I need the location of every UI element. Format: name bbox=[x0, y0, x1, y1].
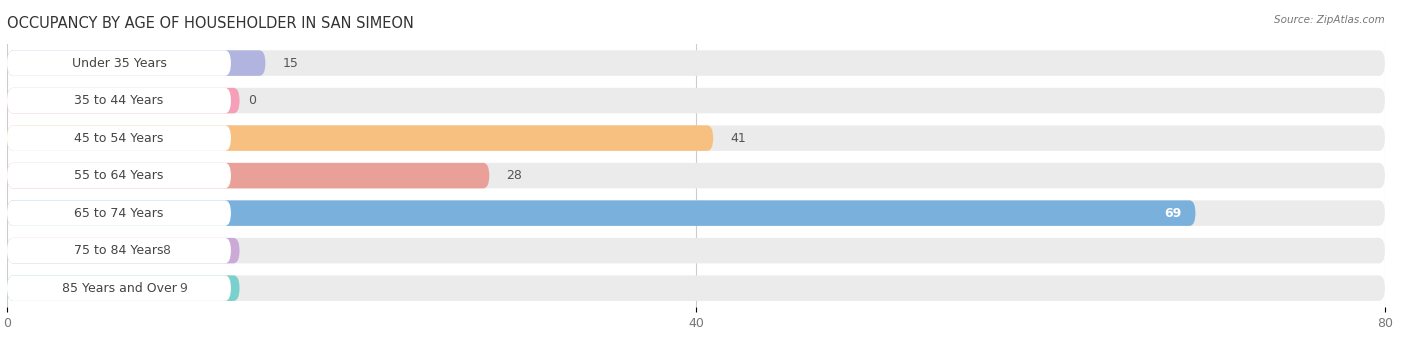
FancyBboxPatch shape bbox=[7, 276, 1385, 301]
FancyBboxPatch shape bbox=[7, 201, 1195, 226]
FancyBboxPatch shape bbox=[7, 163, 231, 188]
Text: 9: 9 bbox=[180, 282, 187, 295]
Text: 45 to 54 Years: 45 to 54 Years bbox=[75, 132, 163, 145]
Text: 28: 28 bbox=[506, 169, 523, 182]
FancyBboxPatch shape bbox=[7, 125, 713, 151]
Text: 8: 8 bbox=[162, 244, 170, 257]
FancyBboxPatch shape bbox=[7, 201, 231, 226]
Text: 15: 15 bbox=[283, 57, 298, 70]
FancyBboxPatch shape bbox=[7, 88, 239, 113]
FancyBboxPatch shape bbox=[7, 88, 1385, 113]
Text: 75 to 84 Years: 75 to 84 Years bbox=[75, 244, 163, 257]
Text: 69: 69 bbox=[1164, 207, 1181, 220]
Text: 41: 41 bbox=[731, 132, 747, 145]
FancyBboxPatch shape bbox=[7, 125, 1385, 151]
Text: 85 Years and Over: 85 Years and Over bbox=[62, 282, 176, 295]
FancyBboxPatch shape bbox=[7, 238, 239, 263]
Text: 0: 0 bbox=[249, 94, 256, 107]
FancyBboxPatch shape bbox=[7, 125, 231, 151]
FancyBboxPatch shape bbox=[7, 238, 231, 263]
Text: Under 35 Years: Under 35 Years bbox=[72, 57, 166, 70]
FancyBboxPatch shape bbox=[7, 276, 239, 301]
FancyBboxPatch shape bbox=[7, 201, 1385, 226]
FancyBboxPatch shape bbox=[7, 238, 1385, 263]
Text: 35 to 44 Years: 35 to 44 Years bbox=[75, 94, 163, 107]
FancyBboxPatch shape bbox=[7, 276, 231, 301]
FancyBboxPatch shape bbox=[7, 50, 266, 76]
Text: OCCUPANCY BY AGE OF HOUSEHOLDER IN SAN SIMEON: OCCUPANCY BY AGE OF HOUSEHOLDER IN SAN S… bbox=[7, 16, 413, 31]
FancyBboxPatch shape bbox=[7, 50, 231, 76]
Text: 65 to 74 Years: 65 to 74 Years bbox=[75, 207, 163, 220]
Text: 55 to 64 Years: 55 to 64 Years bbox=[75, 169, 163, 182]
FancyBboxPatch shape bbox=[7, 50, 1385, 76]
FancyBboxPatch shape bbox=[7, 163, 489, 188]
FancyBboxPatch shape bbox=[7, 163, 1385, 188]
Text: Source: ZipAtlas.com: Source: ZipAtlas.com bbox=[1274, 15, 1385, 25]
FancyBboxPatch shape bbox=[7, 88, 231, 113]
